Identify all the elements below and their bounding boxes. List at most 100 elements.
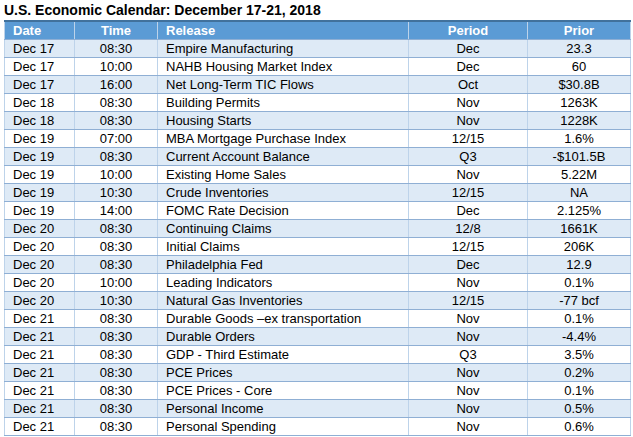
table-row: Dec 2008:30Continuing Claims12/81661K	[5, 220, 631, 238]
cell-time: 08:30	[75, 238, 158, 256]
cell-release: PCE Prices	[158, 364, 409, 382]
table-row: Dec 2108:30GDP - Third EstimateQ33.5%	[5, 346, 631, 364]
table-row: Dec 2108:30Personal IncomeNov0.5%	[5, 400, 631, 418]
cell-period: Q3	[409, 346, 528, 364]
table-row: Dec 2010:00Leading IndicatorsNov0.1%	[5, 274, 631, 292]
cell-date: Dec 19	[5, 202, 75, 220]
cell-date: Dec 21	[5, 382, 75, 400]
cell-release: Personal Income	[158, 400, 409, 418]
cell-prior: -77 bcf	[528, 292, 631, 310]
cell-release: Durable Goods –ex transportation	[158, 310, 409, 328]
cell-prior: NA	[528, 184, 631, 202]
cell-prior: 0.1%	[528, 382, 631, 400]
cell-period: Nov	[409, 310, 528, 328]
table-row: Dec 1910:00Existing Home SalesNov5.22M	[5, 166, 631, 184]
cell-release: Continuing Claims	[158, 220, 409, 238]
cell-date: Dec 18	[5, 112, 75, 130]
cell-date: Dec 20	[5, 238, 75, 256]
cell-time: 08:30	[75, 310, 158, 328]
cell-release: Net Long-Term TIC Flows	[158, 76, 409, 94]
cell-time: 08:30	[75, 328, 158, 346]
cell-period: Dec	[409, 256, 528, 274]
cell-date: Dec 21	[5, 310, 75, 328]
table-row: Dec 1708:30Empire ManufacturingDec23.3	[5, 40, 631, 58]
cell-time: 08:30	[75, 364, 158, 382]
table-row: Dec 2108:30PCE PricesNov0.2%	[5, 364, 631, 382]
cell-period: Nov	[409, 382, 528, 400]
cell-period: 12/15	[409, 238, 528, 256]
column-header-date: Date	[5, 21, 75, 40]
cell-time: 08:30	[75, 220, 158, 238]
table-row: Dec 2010:30Natural Gas Inventories12/15-…	[5, 292, 631, 310]
cell-time: 10:30	[75, 292, 158, 310]
cell-time: 10:30	[75, 184, 158, 202]
cell-period: Q3	[409, 148, 528, 166]
cell-period: Nov	[409, 418, 528, 436]
cell-time: 08:30	[75, 148, 158, 166]
cell-date: Dec 21	[5, 418, 75, 436]
cell-prior: 0.6%	[528, 418, 631, 436]
cell-prior: 0.2%	[528, 364, 631, 382]
cell-prior: $30.8B	[528, 76, 631, 94]
cell-date: Dec 21	[5, 328, 75, 346]
cell-date: Dec 18	[5, 94, 75, 112]
column-header-period: Period	[409, 21, 528, 40]
table-row: Dec 1808:30Housing StartsNov1228K	[5, 112, 631, 130]
cell-period: Oct	[409, 76, 528, 94]
cell-date: Dec 21	[5, 400, 75, 418]
cell-period: Nov	[409, 112, 528, 130]
cell-date: Dec 17	[5, 58, 75, 76]
cell-prior: 23.3	[528, 40, 631, 58]
column-header-release: Release	[158, 21, 409, 40]
cell-time: 08:30	[75, 256, 158, 274]
cell-prior: 1263K	[528, 94, 631, 112]
table-row: Dec 2008:30Initial Claims12/15206K	[5, 238, 631, 256]
cell-time: 08:30	[75, 112, 158, 130]
cell-release: Durable Orders	[158, 328, 409, 346]
cell-release: MBA Mortgage Purchase Index	[158, 130, 409, 148]
cell-prior: 0.1%	[528, 274, 631, 292]
cell-release: NAHB Housing Market Index	[158, 58, 409, 76]
cell-date: Dec 19	[5, 130, 75, 148]
cell-period: Dec	[409, 202, 528, 220]
cell-date: Dec 17	[5, 76, 75, 94]
page-title: U.S. Economic Calendar: December 17-21, …	[0, 0, 633, 20]
cell-release: Natural Gas Inventories	[158, 292, 409, 310]
cell-release: Philadelphia Fed	[158, 256, 409, 274]
cell-time: 10:00	[75, 58, 158, 76]
cell-prior: 60	[528, 58, 631, 76]
cell-time: 08:30	[75, 94, 158, 112]
table-row: Dec 1716:00Net Long-Term TIC FlowsOct$30…	[5, 76, 631, 94]
cell-period: Dec	[409, 40, 528, 58]
cell-prior: 5.22M	[528, 166, 631, 184]
cell-release: FOMC Rate Decision	[158, 202, 409, 220]
cell-date: Dec 21	[5, 364, 75, 382]
cell-period: 12/8	[409, 220, 528, 238]
economic-calendar-table: Date Time Release Period Prior Dec 1708:…	[4, 20, 631, 436]
cell-release: PCE Prices - Core	[158, 382, 409, 400]
cell-date: Dec 17	[5, 40, 75, 58]
cell-period: Nov	[409, 328, 528, 346]
cell-prior: -$101.5B	[528, 148, 631, 166]
cell-time: 08:30	[75, 400, 158, 418]
cell-release: Current Account Balance	[158, 148, 409, 166]
cell-prior: 1661K	[528, 220, 631, 238]
cell-prior: 0.5%	[528, 400, 631, 418]
cell-date: Dec 20	[5, 256, 75, 274]
cell-release: Personal Spending	[158, 418, 409, 436]
cell-time: 16:00	[75, 76, 158, 94]
cell-period: Nov	[409, 166, 528, 184]
cell-period: 12/15	[409, 292, 528, 310]
cell-prior: 3.5%	[528, 346, 631, 364]
cell-date: Dec 20	[5, 220, 75, 238]
cell-prior: 2.125%	[528, 202, 631, 220]
cell-release: Crude Inventories	[158, 184, 409, 202]
cell-prior: -4.4%	[528, 328, 631, 346]
cell-date: Dec 19	[5, 184, 75, 202]
cell-time: 08:30	[75, 382, 158, 400]
cell-date: Dec 20	[5, 274, 75, 292]
cell-time: 10:00	[75, 166, 158, 184]
table-row: Dec 2108:30Personal SpendingNov0.6%	[5, 418, 631, 436]
cell-time: 08:30	[75, 418, 158, 436]
cell-prior: 0.1%	[528, 310, 631, 328]
